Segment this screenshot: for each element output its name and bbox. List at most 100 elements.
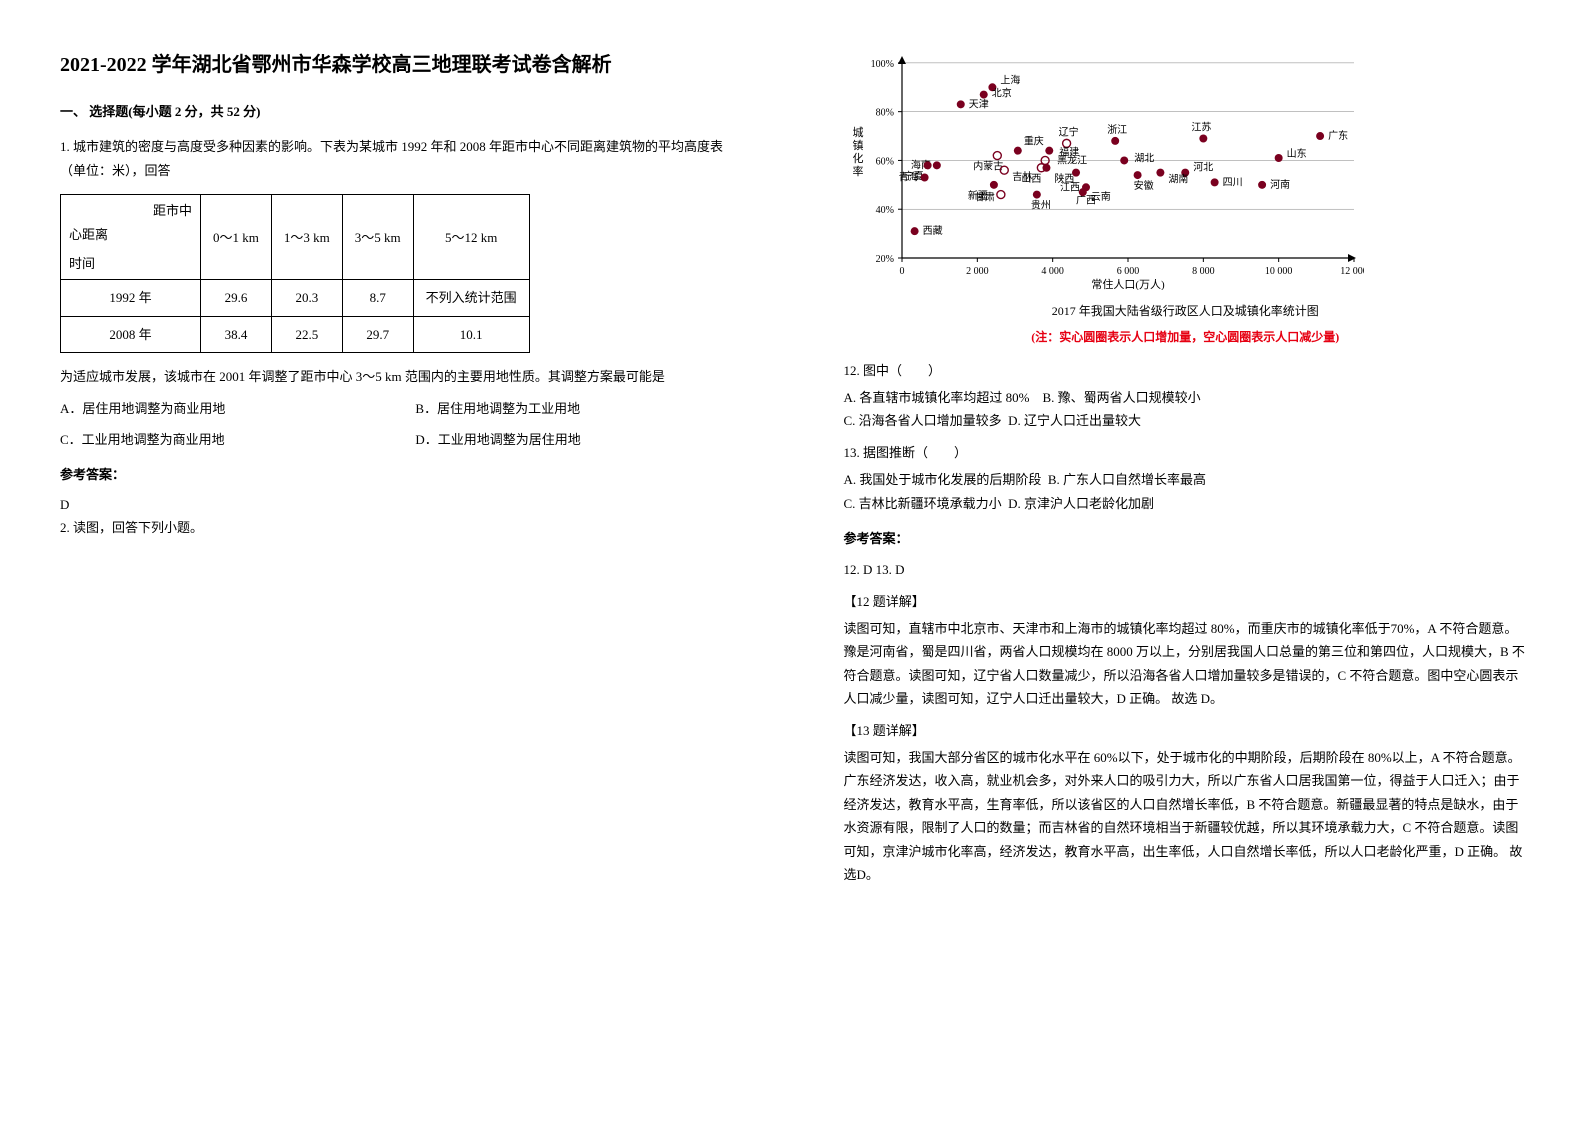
svg-text:青海: 青海	[898, 171, 918, 184]
q12-b: B. 豫、蜀两省人口规模较小	[1042, 390, 1200, 405]
col-header: 3～5 km	[342, 195, 413, 280]
svg-text:10 000: 10 000	[1264, 266, 1292, 277]
svg-text:西藏: 西藏	[922, 225, 942, 237]
cell: 不列入统计范围	[413, 280, 529, 316]
col-header: 1～3 km	[271, 195, 342, 280]
section-heading: 一、 选择题(每小题 2 分，共 52 分)	[60, 100, 744, 123]
q1-subtext: 为适应城市发展，该城市在 2001 年调整了距市中心 3～5 km 范围内的主要…	[60, 365, 744, 388]
svg-text:甘肃: 甘肃	[974, 191, 994, 204]
cell: 8.7	[342, 280, 413, 316]
diag-top: 距市中	[69, 199, 192, 222]
svg-text:湖北: 湖北	[1134, 152, 1154, 164]
cell: 20.3	[271, 280, 342, 316]
svg-text:2 000: 2 000	[966, 266, 989, 277]
q12-option-cd: C. 沿海各省人口增加量较多 D. 辽宁人口迁出量较大	[844, 409, 1528, 432]
answer-heading: 参考答案：	[844, 527, 1528, 550]
svg-text:12 000: 12 000	[1340, 266, 1364, 277]
exam-title: 2021-2022 学年湖北省鄂州市华森学校高三地理联考试卷含解析	[60, 50, 744, 80]
svg-text:河北: 河北	[1193, 162, 1213, 174]
right-column: 0 2 000 4 000 6 000 8 000 10 000 12 000 20% 40% 6…	[794, 0, 1587, 1122]
exp12-heading: 【12 题详解】	[844, 590, 1528, 613]
svg-text:安徽: 安徽	[1133, 179, 1153, 192]
cell: 22.5	[271, 316, 342, 352]
svg-text:40%: 40%	[875, 205, 893, 216]
q13-d: D. 京津沪人口老龄化加剧	[1008, 496, 1154, 511]
svg-text:率: 率	[852, 164, 863, 178]
scatter-chart-wrapper: 0 2 000 4 000 6 000 8 000 10 000 12 000 20% 40% 6…	[844, 50, 1528, 349]
option-b: B．居住用地调整为工业用地	[415, 397, 743, 420]
q13-b: B. 广东人口自然增长率最高	[1048, 472, 1206, 487]
svg-text:100%: 100%	[870, 59, 893, 70]
q1-data-table: 距市中 心距离 时间 0～1 km 1～3 km 3～5 km 5～12 km …	[60, 194, 530, 353]
svg-text:河南: 河南	[1270, 178, 1290, 191]
q12-option-ab: A. 各直辖市城镇化率均超过 80% B. 豫、蜀两省人口规模较小	[844, 386, 1528, 409]
svg-text:黑龙江: 黑龙江	[1057, 153, 1087, 166]
svg-text:广东: 广东	[1328, 129, 1348, 142]
q2-intro: 2. 读图，回答下列小题。	[60, 516, 744, 539]
cell: 29.6	[201, 280, 272, 316]
q13-c: C. 吉林比新疆环境承载力小	[844, 496, 1002, 511]
svg-text:山东: 山东	[1286, 147, 1306, 160]
svg-text:8 000: 8 000	[1192, 266, 1215, 277]
svg-text:云南: 云南	[1090, 190, 1110, 203]
q12-text: 12. 图中（ ）	[844, 359, 1528, 382]
row-label: 1992 年	[61, 280, 201, 316]
table-diag-cell: 距市中 心距离 时间	[61, 195, 201, 280]
chart-caption: 2017 年我国大陆省级行政区人口及城镇化率统计图	[844, 301, 1528, 323]
option-a: A．居住用地调整为商业用地	[60, 397, 388, 420]
svg-text:吉林: 吉林	[1012, 170, 1032, 183]
col-header: 0～1 km	[201, 195, 272, 280]
q12-d: D. 辽宁人口迁出量较大	[1008, 413, 1141, 428]
option-d: D．工业用地调整为居住用地	[415, 428, 743, 451]
row-label: 2008 年	[61, 316, 201, 352]
svg-text:80%: 80%	[875, 108, 893, 119]
svg-text:江西: 江西	[1060, 182, 1080, 194]
svg-text:四川: 四川	[1222, 177, 1242, 188]
svg-text:常住人口(万人): 常住人口(万人)	[1091, 277, 1165, 290]
q12-c: C. 沿海各省人口增加量较多	[844, 413, 1002, 428]
svg-text:贵州: 贵州	[1030, 199, 1050, 212]
q1-text: 1. 城市建筑的密度与高度受多种因素的影响。下表为某城市 1992 年和 200…	[60, 135, 744, 182]
cell: 29.7	[342, 316, 413, 352]
exp12-text: 读图可知，直辖市中北京市、天津市和上海市的城镇化率均超过 80%，而重庆市的城镇…	[844, 617, 1528, 711]
options-row: C．工业用地调整为商业用地 D．工业用地调整为居住用地	[60, 428, 744, 451]
scatter-chart: 0 2 000 4 000 6 000 8 000 10 000 12 000 20% 40% 6…	[844, 50, 1364, 290]
table-row: 1992 年 29.6 20.3 8.7 不列入统计范围	[61, 280, 530, 316]
svg-text:浙江: 浙江	[1107, 124, 1127, 136]
svg-text:辽宁: 辽宁	[1058, 125, 1078, 138]
chart-note: (注：实心圆圈表示人口增加量，空心圆圈表示人口减少量)	[844, 327, 1528, 349]
svg-text:4 000: 4 000	[1041, 266, 1064, 277]
svg-text:0: 0	[899, 266, 904, 277]
cell: 38.4	[201, 316, 272, 352]
svg-text:内蒙古: 内蒙古	[973, 160, 1003, 173]
q13-option-cd: C. 吉林比新疆环境承载力小 D. 京津沪人口老龄化加剧	[844, 492, 1528, 515]
col-header: 5～12 km	[413, 195, 529, 280]
answers-12-13: 12. D 13. D	[844, 558, 1528, 581]
option-c: C．工业用地调整为商业用地	[60, 428, 388, 451]
exp13-heading: 【13 题详解】	[844, 719, 1528, 742]
svg-text:化: 化	[852, 151, 863, 165]
svg-text:60%: 60%	[875, 156, 893, 167]
options-row: A．居住用地调整为商业用地 B．居住用地调整为工业用地	[60, 397, 744, 420]
q13-option-ab: A. 我国处于城市化发展的后期阶段 B. 广东人口自然增长率最高	[844, 468, 1528, 491]
svg-text:重庆: 重庆	[1023, 135, 1043, 148]
q12-a: A. 各直辖市城镇化率均超过 80%	[844, 390, 1030, 405]
q1-answer: D	[60, 493, 744, 516]
left-column: 2021-2022 学年湖北省鄂州市华森学校高三地理联考试卷含解析 一、 选择题…	[0, 0, 794, 1122]
svg-text:镇: 镇	[852, 138, 863, 152]
svg-text:天津: 天津	[968, 98, 988, 110]
svg-text:上海: 上海	[1000, 73, 1020, 86]
svg-text:江苏: 江苏	[1191, 120, 1211, 133]
svg-text:20%: 20%	[875, 254, 893, 265]
diag-bottom: 时间	[69, 252, 192, 275]
q13-text: 13. 据图推断（ ）	[844, 441, 1528, 464]
svg-text:湖南: 湖南	[1168, 173, 1188, 186]
table-row: 2008 年 38.4 22.5 29.7 10.1	[61, 316, 530, 352]
diag-left: 心距离	[69, 223, 192, 246]
svg-text:6 000: 6 000	[1116, 266, 1139, 277]
cell: 10.1	[413, 316, 529, 352]
q13-a: A. 我国处于城市化发展的后期阶段	[844, 472, 1042, 487]
exp13-text: 读图可知，我国大部分省区的城市化水平在 60%以下，处于城市化的中期阶段，后期阶…	[844, 746, 1528, 886]
answer-heading: 参考答案：	[60, 463, 744, 486]
svg-text:北京: 北京	[991, 87, 1011, 100]
